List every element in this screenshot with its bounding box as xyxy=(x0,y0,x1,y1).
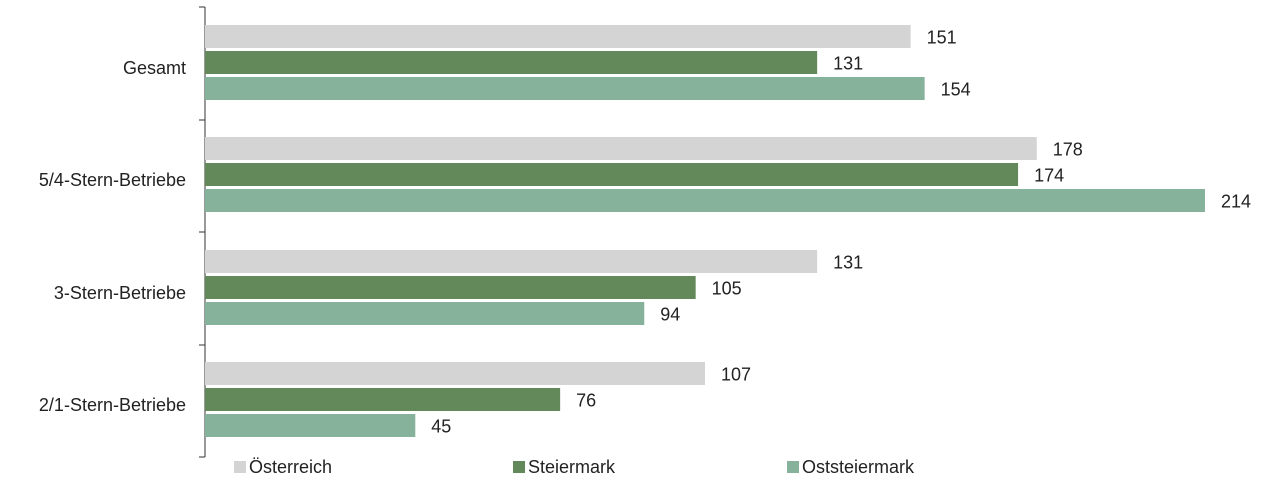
bar-oststeiermark xyxy=(205,189,1205,212)
bar-oststeiermark xyxy=(205,77,925,100)
category-labels: Gesamt 5/4-Stern-Betriebe 3-Stern-Betriebe… xyxy=(39,58,186,415)
data-label: 105 xyxy=(712,278,742,298)
data-label: 94 xyxy=(660,304,680,324)
data-label: 45 xyxy=(431,416,451,436)
bar-oststeiermark xyxy=(205,414,416,437)
category-label: 2/1-Stern-Betriebe xyxy=(39,395,186,415)
legend-entry: Oststeiermark xyxy=(802,457,915,477)
data-label: 154 xyxy=(941,79,971,99)
legend-swatch xyxy=(787,461,799,473)
data-label: 76 xyxy=(576,390,596,410)
bar--sterreich xyxy=(205,250,818,273)
category-axis xyxy=(199,6,206,458)
category-label: 3-Stern-Betriebe xyxy=(54,283,186,303)
legend-entry: Österreich xyxy=(249,457,332,477)
legend-swatch xyxy=(234,461,246,473)
bar-steiermark xyxy=(205,51,818,74)
data-labels: 151 131 154 178 174 214 131 105 94 107 76 45 xyxy=(431,27,1251,436)
bar--sterreich xyxy=(205,362,705,385)
bar-steiermark xyxy=(205,163,1019,186)
category-label: 5/4-Stern-Betriebe xyxy=(39,170,186,190)
data-label: 174 xyxy=(1034,165,1064,185)
category-label: Gesamt xyxy=(123,58,186,78)
data-label: 131 xyxy=(833,252,863,272)
data-label: 131 xyxy=(833,53,863,73)
bar-steiermark xyxy=(205,276,696,299)
legend-entry: Steiermark xyxy=(528,457,616,477)
legend: Österreich Steiermark Oststeiermark xyxy=(234,457,915,477)
data-label: 107 xyxy=(721,364,751,384)
data-label: 214 xyxy=(1221,191,1251,211)
data-label: 151 xyxy=(927,27,957,47)
legend-swatch xyxy=(513,461,525,473)
bar-steiermark xyxy=(205,388,561,411)
bar-series-group xyxy=(205,25,1205,437)
bar-oststeiermark xyxy=(205,302,645,325)
data-label: 178 xyxy=(1053,139,1083,159)
bar--sterreich xyxy=(205,137,1037,160)
bar--sterreich xyxy=(205,25,911,48)
